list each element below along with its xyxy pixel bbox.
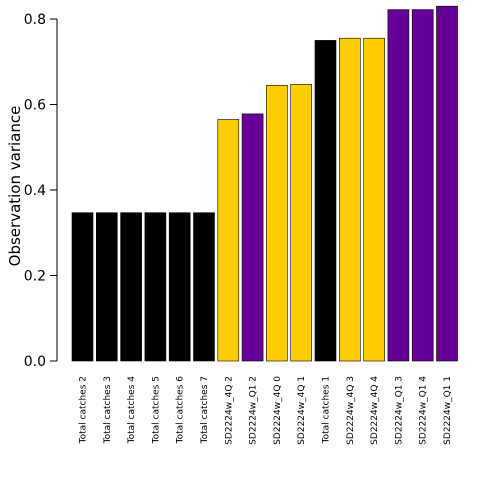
x-category-label: SD2224w_4Q 2 bbox=[224, 376, 234, 445]
x-category-label: Total catches 3 bbox=[103, 376, 113, 444]
y-tick-label: 0.6 bbox=[24, 98, 46, 114]
bar bbox=[96, 212, 118, 362]
bar bbox=[266, 85, 288, 362]
bar bbox=[436, 5, 458, 362]
bar bbox=[217, 119, 240, 362]
y-tick-label: 0.4 bbox=[24, 183, 46, 199]
bar bbox=[241, 113, 264, 362]
x-category-label: SD2224w_Q1 1 bbox=[443, 376, 453, 445]
x-category-label: SD2224w_Q1 3 bbox=[394, 376, 404, 445]
bar bbox=[168, 212, 191, 362]
x-category-label: SD2224w_Q1 4 bbox=[419, 376, 429, 445]
x-category-label: Total catches 7 bbox=[200, 376, 210, 444]
x-category-label: Total catches 5 bbox=[151, 376, 161, 444]
bar bbox=[338, 37, 361, 362]
bar bbox=[193, 212, 215, 362]
x-category-label: Total catches 2 bbox=[79, 376, 89, 444]
x-category-label: SD2224w_Q1 2 bbox=[249, 376, 259, 445]
bar bbox=[290, 84, 313, 362]
bar bbox=[314, 40, 337, 362]
bar bbox=[144, 212, 167, 362]
x-category-label: SD2224w_4Q 4 bbox=[370, 376, 380, 445]
x-category-label: SD2224w_4Q 3 bbox=[346, 376, 356, 445]
bar bbox=[411, 9, 434, 362]
x-axis-labels: Total catches 2 Total catches 3 Total catc… bbox=[79, 376, 454, 445]
y-tick-label: 0.0 bbox=[24, 354, 46, 370]
y-axis-title: Observation variance bbox=[6, 106, 24, 267]
bar bbox=[120, 212, 142, 362]
y-tick-label: 0.8 bbox=[24, 12, 46, 28]
y-axis: 0.0 0.2 0.4 0.6 0.8 bbox=[24, 12, 58, 370]
x-category-label: Total catches 1 bbox=[322, 376, 332, 444]
bar bbox=[71, 212, 94, 362]
x-category-label: Total catches 6 bbox=[176, 376, 186, 445]
bar bbox=[387, 9, 410, 362]
x-category-label: Total catches 4 bbox=[127, 376, 137, 445]
x-category-label: SD2224w_4Q 0 bbox=[273, 376, 283, 445]
bar bbox=[363, 37, 385, 362]
bars bbox=[71, 5, 458, 362]
y-tick-label: 0.2 bbox=[24, 269, 46, 285]
x-category-label: SD2224w_4Q 1 bbox=[297, 376, 307, 445]
